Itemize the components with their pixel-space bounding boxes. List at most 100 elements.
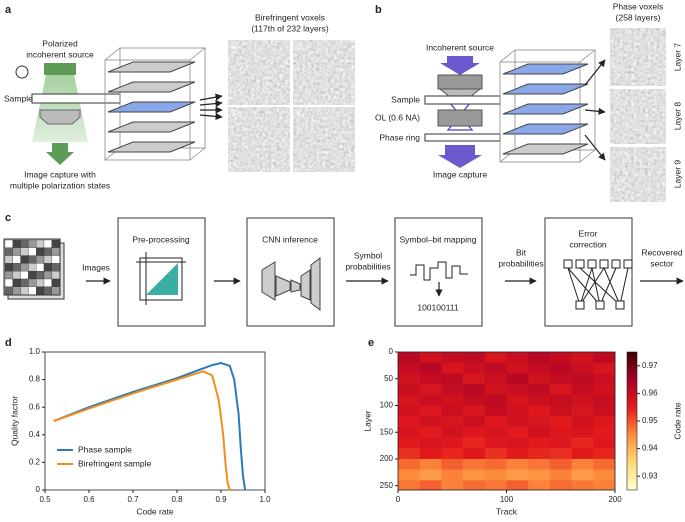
- heat-cell: [528, 448, 551, 460]
- legend-label: Phase sample: [78, 444, 132, 454]
- pixel: [12, 271, 21, 280]
- label: S₂: [231, 109, 239, 118]
- label: Symbol–bit mapping: [399, 234, 476, 244]
- label: 100100111: [417, 302, 459, 312]
- heat-cell: [419, 448, 442, 460]
- label: Phase voxels: [613, 1, 664, 11]
- label: Error: [579, 228, 598, 238]
- heat-cell: [441, 480, 464, 491]
- x-axis-label: Track: [496, 506, 518, 516]
- heat-cell: [441, 448, 464, 460]
- heat-cell: [441, 469, 464, 481]
- pixel: [12, 278, 21, 287]
- heat-cell: [484, 362, 507, 374]
- heat-cell: [484, 416, 507, 428]
- label: Layer 9: [672, 160, 682, 189]
- label: Layer 7: [672, 43, 682, 72]
- pixel: [28, 271, 37, 280]
- pixel: [28, 255, 37, 264]
- image-s1: [293, 40, 355, 105]
- voxel-cube: [499, 49, 596, 163]
- heat-cell: [593, 373, 616, 385]
- pixel: [20, 263, 29, 272]
- y-axis-label: Layer: [362, 410, 372, 431]
- heat-cell: [549, 405, 572, 417]
- heat-cell: [419, 426, 442, 438]
- heat-cell: [398, 480, 420, 491]
- y-tick-label: 200: [380, 454, 394, 463]
- pixel: [36, 278, 45, 287]
- heat-cell: [398, 448, 420, 460]
- y-axis-label: Quality factor: [9, 396, 19, 446]
- label: correction: [569, 239, 607, 249]
- colorbar-tick-label: 0.93: [642, 471, 658, 480]
- pixel: [28, 286, 37, 295]
- image-s0: [228, 40, 290, 105]
- heat-cell: [506, 469, 529, 481]
- heat-cell: [419, 352, 442, 363]
- source-arrow: [440, 56, 480, 75]
- heat-cell: [398, 405, 420, 417]
- heat-cell: [463, 469, 486, 481]
- heat-cell: [571, 405, 594, 417]
- heat-cell: [528, 384, 551, 396]
- heat-cell: [528, 469, 551, 481]
- panel-a-diagram: [15, 40, 355, 172]
- heat-cell: [593, 437, 616, 449]
- label: Bit: [516, 247, 527, 257]
- heat-cell: [571, 448, 594, 460]
- heat-cell: [441, 373, 464, 385]
- heat-cell: [398, 437, 420, 449]
- heat-cell: [398, 469, 420, 481]
- heat-cell: [571, 426, 594, 438]
- label: Image capture with: [24, 169, 96, 179]
- heat-cell: [419, 469, 442, 481]
- heat-cell: [549, 469, 572, 481]
- heat-cell: [571, 458, 594, 470]
- heat-cell: [463, 394, 486, 406]
- y-tick-label: 0: [389, 347, 394, 356]
- label: Pre-processing: [132, 234, 189, 244]
- heat-cell: [506, 448, 529, 460]
- heat-cell: [571, 373, 594, 385]
- label: Symbol: [354, 250, 382, 260]
- pixel: [4, 286, 13, 295]
- x-tick-label: 200: [608, 495, 622, 504]
- y-tick-label: 0.8: [29, 375, 41, 384]
- heat-cell: [484, 437, 507, 449]
- pixel: [28, 263, 37, 272]
- heat-cell: [549, 373, 572, 385]
- heat-cell: [398, 458, 420, 470]
- heat-cell: [441, 352, 464, 363]
- heat-cell: [549, 394, 572, 406]
- y-tick-label: 150: [380, 427, 394, 436]
- heat-cell: [571, 416, 594, 428]
- heat-cell: [441, 426, 464, 438]
- heat-cell: [441, 416, 464, 428]
- pixel: [43, 239, 52, 248]
- heat-cell: [506, 426, 529, 438]
- x-tick-label: 0.5: [39, 495, 51, 504]
- pixel: [51, 271, 60, 280]
- heat-cell: [419, 373, 442, 385]
- heat-cell: [549, 448, 572, 460]
- label: Phase ring: [379, 132, 420, 142]
- label: Layer 8: [672, 102, 682, 131]
- sample-slide: [31, 93, 121, 104]
- label: d: [5, 337, 12, 349]
- label: sector: [650, 258, 673, 268]
- label: S₀: [231, 42, 240, 51]
- label: (258 layers): [616, 12, 661, 22]
- colorbar: [626, 351, 638, 491]
- y-tick-label: 1.0: [29, 347, 41, 356]
- label: Incoherent source: [426, 42, 494, 52]
- heat-cell: [571, 384, 594, 396]
- colorbar-tick-label: 0.96: [642, 389, 658, 398]
- layer-image: [610, 28, 666, 86]
- label: Birefringent voxels: [255, 12, 325, 22]
- pixel: [43, 286, 52, 295]
- pixel: [20, 247, 29, 256]
- objective: [437, 109, 483, 127]
- heat-cell: [549, 416, 572, 428]
